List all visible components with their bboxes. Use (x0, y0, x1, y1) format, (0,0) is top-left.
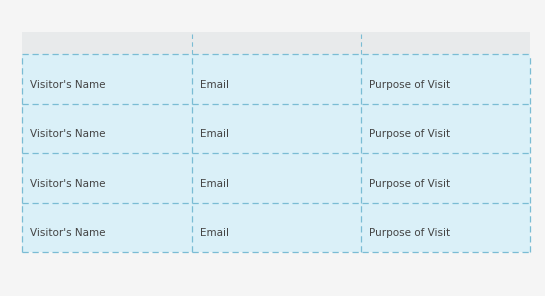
Bar (361, 153, 530, 202)
Text: Email: Email (199, 129, 229, 139)
Text: Visitor's Name: Visitor's Name (30, 129, 106, 139)
Text: Email: Email (199, 80, 229, 90)
Text: Purpose of Visit: Purpose of Visit (369, 129, 450, 139)
Text: Email: Email (199, 179, 229, 189)
Bar (192, 104, 361, 153)
Bar (22, 153, 192, 202)
Bar (22, 104, 192, 153)
Text: Visitor's Name: Visitor's Name (30, 80, 106, 90)
Text: Purpose of Visit: Purpose of Visit (369, 228, 450, 238)
Text: Purpose of Visit: Purpose of Visit (369, 179, 450, 189)
Text: Visitor's Name: Visitor's Name (30, 179, 106, 189)
Bar (192, 153, 361, 202)
Bar (361, 54, 530, 104)
Text: Visitor's Name: Visitor's Name (30, 228, 106, 238)
Bar (361, 104, 530, 153)
Bar (22, 202, 192, 252)
Bar (22, 54, 192, 104)
Bar (22, 32, 530, 54)
Bar (361, 202, 530, 252)
Bar (192, 54, 361, 104)
Bar (22, 32, 530, 252)
Text: Purpose of Visit: Purpose of Visit (369, 80, 450, 90)
Bar (192, 202, 361, 252)
Text: Email: Email (199, 228, 229, 238)
